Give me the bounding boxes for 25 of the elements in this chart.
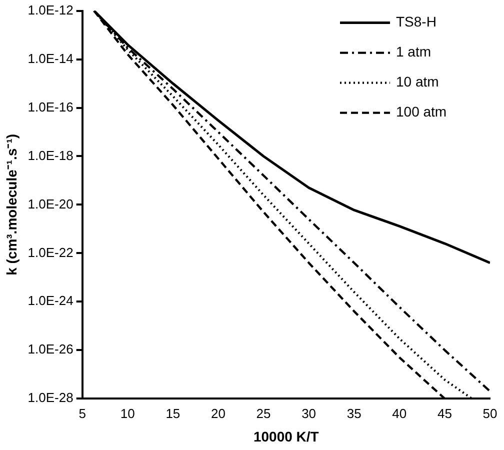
y-tick-label: 1.0E-20 [28, 196, 74, 212]
y-tick-label: 1.0E-14 [28, 50, 74, 66]
y-tick-label: 1.0E-28 [28, 390, 74, 406]
x-tick-label: 50 [482, 406, 498, 421]
x-tick-label: 20 [210, 406, 226, 421]
x-tick-label: 45 [437, 406, 452, 421]
x-tick-label: 5 [78, 406, 86, 421]
x-tick-label: 10 [120, 406, 135, 421]
x-tick-label: 15 [166, 406, 180, 421]
y-tick-label: 1.0E-26 [28, 342, 74, 357]
y-tick-label: 1.0E-16 [28, 99, 74, 114]
y-tick-label: 1.0E-22 [28, 244, 74, 260]
y-tick-label: 1.0E-24 [28, 293, 74, 308]
x-tick-label: 35 [346, 406, 362, 421]
x-axis-title: 10000 K/T [253, 428, 320, 444]
x-tick-label: 30 [302, 406, 316, 421]
x-tick-label: 40 [392, 406, 407, 421]
legend-label: TS8-H [396, 14, 436, 30]
legend-label: 1 atm [396, 44, 432, 60]
y-axis-title: k (cm³.molecule⁻¹.s⁻¹) [3, 134, 20, 276]
x-tick-label: 25 [256, 406, 271, 421]
legend-label: 10 atm [396, 74, 439, 90]
y-tick-label: 1.0E-18 [28, 148, 74, 163]
y-tick-label: 1.0E-12 [28, 2, 74, 18]
legend-label: 100 atm [396, 104, 447, 120]
